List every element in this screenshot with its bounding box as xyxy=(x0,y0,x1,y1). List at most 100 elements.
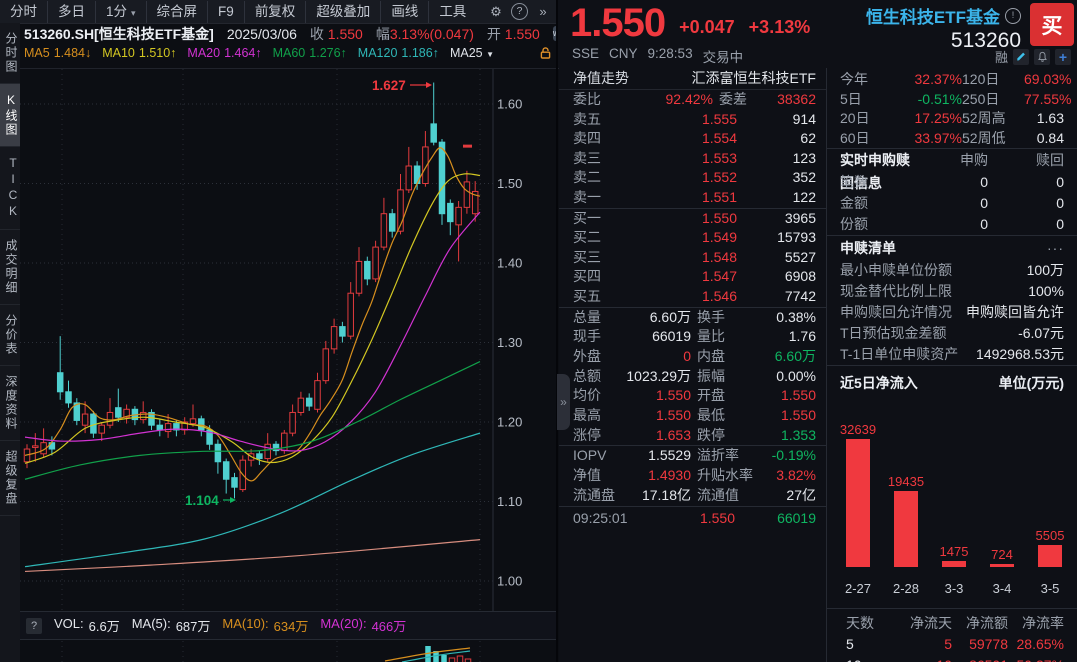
stat-row: IOPV 1.5529 溢折率 -0.19% xyxy=(573,447,816,464)
stat-row: 现手 66019 量比 1.76 xyxy=(573,328,816,345)
volume-pane-svg[interactable] xyxy=(20,641,556,662)
sidebar-item-分时图[interactable]: 分时图 xyxy=(0,23,20,84)
weibi-value: 92.42% xyxy=(665,91,713,107)
kline-chart-area[interactable]: 1.60 1.50 1.40 1.30 1.20 1.10 1.00 1.627 1.104 ?… xyxy=(20,68,556,662)
toolbar-item-1[interactable]: 分时 xyxy=(10,3,37,19)
add-to-watchlist-icon[interactable]: + xyxy=(1055,48,1071,65)
lock-icon[interactable] xyxy=(539,46,552,60)
flow-table-row: 10108650150.37% xyxy=(827,655,1077,662)
latest-tick-row[interactable]: 09:25:01 1.550 66019 xyxy=(559,507,826,529)
more-chevron-icon[interactable]: » xyxy=(539,3,547,19)
redemption-row: T日预估现金差额 -6.07元 xyxy=(840,325,1064,342)
svg-text:1.40: 1.40 xyxy=(497,256,522,271)
redeem-col-label: 赎回 xyxy=(1036,152,1064,169)
flow-table-row: 5 5 59778 28.65% xyxy=(846,636,1064,653)
realtime-row: 笔数 0 0 xyxy=(840,174,1064,191)
chevron-down-icon: ▾ xyxy=(131,7,136,18)
fund-nav-link[interactable]: 净值走势 汇添富恒生科技ETF xyxy=(559,68,826,90)
stat-row: 涨停 1.653 跌停 1.353 xyxy=(573,426,816,443)
svg-text:1.20: 1.20 xyxy=(497,415,522,430)
sidebar-item-超级复盘[interactable]: 超级复盘 xyxy=(0,441,20,516)
ask-row[interactable]: 卖五 1.555 914 xyxy=(573,110,816,127)
bid-row[interactable]: 买三 1.548 5527 xyxy=(573,248,816,265)
weicha-value: 38362 xyxy=(777,91,816,107)
toolbar-menu-5[interactable]: 画线 xyxy=(380,0,428,23)
toolbar-item-3[interactable]: 1分 ▾ xyxy=(95,0,146,23)
ask-row[interactable]: 卖四 1.554 62 xyxy=(573,130,816,147)
bid-row[interactable]: 买一 1.550 3965 xyxy=(573,209,816,226)
vol-token: VOL: 6.6万 xyxy=(54,616,120,634)
ask-row[interactable]: 卖一 1.551 122 xyxy=(573,189,816,206)
kline-svg[interactable]: 1.60 1.50 1.40 1.30 1.20 1.10 1.00 1.627 1.104 xyxy=(20,69,556,611)
vol-token: MA(10): 634万 xyxy=(222,616,309,634)
sidebar-item-K线图[interactable]: K线图 xyxy=(0,84,20,147)
info-icon[interactable]: ! xyxy=(1005,7,1021,24)
svg-text:1.104: 1.104 xyxy=(185,493,219,508)
period-row: 5日 -0.51% 250日 77.55% xyxy=(840,90,1072,107)
redemption-rows: 最小申赎单位份额 100万 现金替代比例上限 100% 申购赎回允许情况 申购赎回皆允许 T… xyxy=(827,260,1077,365)
tick-price: 1.550 xyxy=(699,509,735,526)
order-book-panel: 净值走势 汇添富恒生科技ETF 委比 92.42% 委差 38362 卖五 1.5… xyxy=(559,68,826,662)
toolbar-item-2[interactable]: 多日 xyxy=(47,0,95,23)
toolbar-menu-4[interactable]: 超级叠加 xyxy=(305,0,380,23)
realtime-row: 金额 0 0 xyxy=(840,195,1064,212)
weibi-label: 委比 xyxy=(573,91,601,107)
ma-token-MA60: MA60 1.276↑ xyxy=(272,46,347,60)
more-button[interactable]: ··· xyxy=(1047,240,1064,257)
toolbar-menu-6[interactable]: 工具 xyxy=(428,0,476,23)
quote-stats: 总量 6.60万 换手 0.38% 现手 66019 量比 1.76 外盘 0 内盘 6.60万 总额 1… xyxy=(559,308,826,446)
toolbar-menu-3[interactable]: 前复权 xyxy=(243,0,306,23)
redemption-title: 申赎清单 xyxy=(840,240,896,257)
ma-indicator-row: MA5 1.484↓ MA10 1.510↑ MA20 1.464↑ MA60 1.276↑ M… xyxy=(20,44,562,62)
ma-selector[interactable]: MA25 ▼ xyxy=(449,46,494,60)
net-inflow-bar-chart: 32639 19435 1475 724 5505 xyxy=(834,406,1077,568)
flow-table-header: 天数 净流天 净流额 净流率 xyxy=(846,615,1064,632)
currency-label: CNY xyxy=(609,46,638,61)
sidebar-item-深度资料[interactable]: 深度资料 xyxy=(0,366,20,441)
vol-token: MA(5): 687万 xyxy=(131,616,211,634)
gear-icon[interactable]: ⚙ xyxy=(490,3,502,19)
quote-time: 9:28:53 xyxy=(647,46,693,61)
alert-bell-icon[interactable] xyxy=(1034,48,1050,65)
nav-trend-label: 净值走势 xyxy=(573,70,629,86)
toolbar-menu-2[interactable]: F9 xyxy=(207,0,244,23)
bid-row[interactable]: 买五 1.546 7742 xyxy=(573,288,816,305)
realtime-title: 实时申购赎回信息 xyxy=(840,152,910,192)
redemption-row: 最小申赎单位份额 100万 xyxy=(840,262,1064,279)
ma-token-MA5: MA5 1.484↓ xyxy=(24,46,92,60)
panel-divider xyxy=(556,0,558,662)
indicator-help-button[interactable]: ? xyxy=(26,617,42,634)
price-change: +0.047 xyxy=(679,17,735,37)
price-change-pct: +3.13% xyxy=(748,17,811,37)
help-icon[interactable]: ? xyxy=(511,3,528,20)
linked-fund-name: 汇添富恒生科技ETF xyxy=(691,70,816,86)
left-tab-rail: 分时图 K线图 TICK 成交明细 分价表 深度资料 超级复盘 xyxy=(0,23,20,662)
sidebar-item-TICK[interactable]: TICK xyxy=(0,147,20,230)
redemption-row: T-1日单位申赎资产 1492968.53元 xyxy=(840,346,1064,363)
bid-row[interactable]: 买二 1.549 15793 xyxy=(573,229,816,246)
sidebar-item-分价表[interactable]: 分价表 xyxy=(0,305,20,366)
symbol-label[interactable]: 513260.SH[恒生科技ETF基金] xyxy=(24,25,214,42)
svg-text:1.50: 1.50 xyxy=(497,176,522,191)
panel-collapse-handle[interactable]: » xyxy=(557,374,570,430)
toolbar: 分时 多日 1分 ▾ 综合屏 F9 前复权 超级叠加 画线 工具 ⚙? » xyxy=(0,0,558,24)
ask-row[interactable]: 卖三 1.553 123 xyxy=(573,149,816,166)
vol-token: MA(20): 466万 xyxy=(320,616,407,634)
flow-bar: 32639 xyxy=(834,422,882,568)
edit-icon[interactable] xyxy=(1013,48,1029,65)
ma-token-MA20: MA20 1.464↑ xyxy=(187,46,262,60)
bid-row[interactable]: 买四 1.547 6908 xyxy=(573,268,816,285)
stock-name[interactable]: 恒生科技ETF基金 xyxy=(865,8,1000,27)
redemption-row: 申购赎回允许情况 申购赎回皆允许 xyxy=(840,304,1064,321)
period-returns: 今年 32.37% 120日 69.03% 5日 -0.51% 250日 77.55% 20日 1… xyxy=(827,68,1077,148)
stock-code: 513260 xyxy=(950,29,1021,52)
toolbar-menu-1[interactable]: 综合屏 xyxy=(145,0,208,23)
stat-row: 最高 1.550 最低 1.550 xyxy=(573,407,816,424)
sidebar-item-成交明细[interactable]: 成交明细 xyxy=(0,230,20,305)
ask-row[interactable]: 卖二 1.552 352 xyxy=(573,169,816,186)
date-label: 2025/03/06 xyxy=(226,25,297,42)
stat-row: 均价 1.550 开盘 1.550 xyxy=(573,387,816,404)
buy-button[interactable]: 买 xyxy=(1030,3,1074,46)
